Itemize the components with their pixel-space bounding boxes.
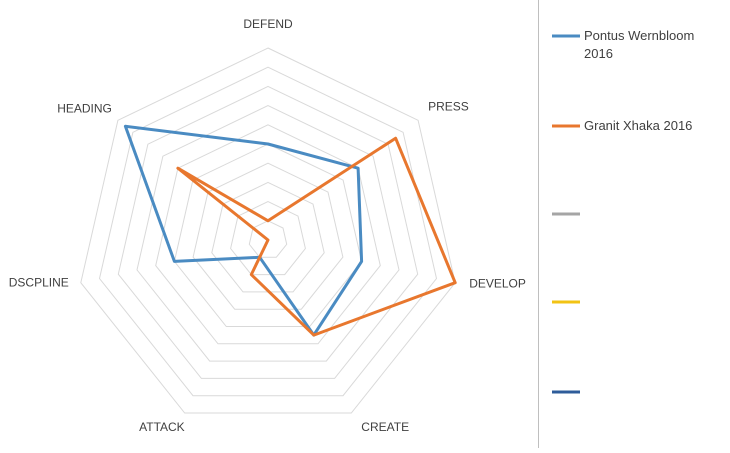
- grid-ring-9: [98, 66, 438, 397]
- axis-label-defend: DEFEND: [243, 17, 293, 31]
- axis-label-heading: HEADING: [57, 101, 112, 115]
- grid-ring-2: [230, 201, 306, 276]
- grid-ring-1: [248, 220, 288, 258]
- grid-ring-4: [192, 162, 344, 310]
- axis-label-attack: ATTACK: [139, 420, 185, 434]
- grid-ring-8: [117, 85, 419, 379]
- axis-label-dscpline: DSCPLINE: [9, 276, 69, 290]
- grid-ring-7: [136, 105, 400, 362]
- series-line-1: [123, 124, 364, 337]
- legend-label-1: Pontus Wernbloom 2016: [584, 28, 694, 61]
- grid-ring-5: [173, 143, 363, 327]
- grid-ring-6: [155, 124, 381, 345]
- grid-ring-10: [80, 47, 456, 414]
- axis-label-create: CREATE: [361, 420, 409, 434]
- legend-label-2: Granit Xhaka 2016: [584, 118, 692, 133]
- axis-label-develop: DEVELOP: [469, 277, 526, 291]
- axis-label-press: PRESS: [428, 99, 469, 113]
- series-line-2: [176, 136, 457, 337]
